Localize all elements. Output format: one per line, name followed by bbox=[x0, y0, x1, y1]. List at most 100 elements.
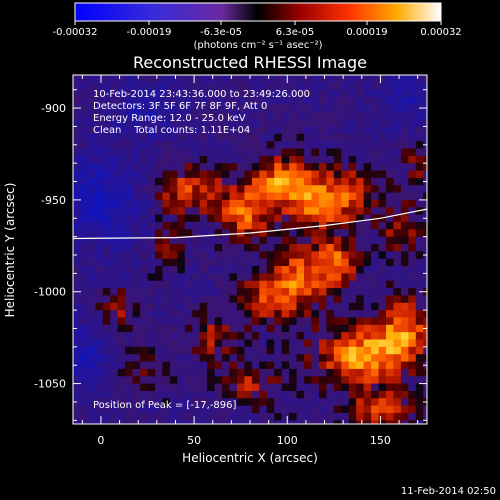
heatmap-cell bbox=[289, 412, 298, 421]
heatmap-cell bbox=[348, 339, 357, 348]
heatmap-cell bbox=[140, 339, 149, 348]
heatmap-cell bbox=[73, 302, 82, 311]
heatmap-cell bbox=[356, 75, 365, 83]
heatmap-cell bbox=[333, 310, 342, 319]
heatmap-cell bbox=[199, 376, 208, 385]
heatmap-cell bbox=[222, 163, 231, 172]
heatmap-cell bbox=[400, 97, 409, 105]
heatmap-cell bbox=[192, 317, 201, 326]
heatmap-cell bbox=[333, 207, 342, 216]
heatmap-cell bbox=[125, 339, 134, 348]
heatmap-cell bbox=[73, 324, 82, 333]
heatmap-cell bbox=[73, 295, 82, 304]
heatmap-cell bbox=[214, 119, 223, 128]
heatmap-cell bbox=[393, 346, 402, 355]
heatmap-cell bbox=[95, 288, 104, 297]
heatmap-cell bbox=[207, 288, 216, 297]
heatmap-cell bbox=[251, 141, 260, 150]
heatmap-cell bbox=[341, 133, 350, 142]
heatmap-cell bbox=[371, 89, 380, 98]
heatmap-cell bbox=[341, 97, 350, 105]
heatmap-cell bbox=[80, 119, 89, 128]
heatmap-cell bbox=[408, 155, 417, 164]
heatmap-cell bbox=[371, 339, 380, 348]
heatmap-cell bbox=[311, 75, 320, 83]
heatmap-cell bbox=[162, 192, 171, 201]
heatmap-cell bbox=[73, 354, 82, 363]
heatmap-cell bbox=[371, 302, 380, 311]
heatmap-cell bbox=[289, 324, 298, 333]
heatmap-cell bbox=[222, 405, 231, 414]
heatmap-cell bbox=[125, 273, 134, 282]
heatmap-cell bbox=[393, 376, 402, 385]
heatmap-cell bbox=[274, 111, 283, 120]
heatmap-cell bbox=[415, 199, 424, 208]
heatmap-cell bbox=[95, 258, 104, 267]
heatmap-cell bbox=[236, 376, 246, 385]
heatmap-cell bbox=[274, 412, 283, 421]
heatmap-cell bbox=[408, 324, 417, 333]
heatmap-cell bbox=[162, 390, 171, 399]
heatmap-cell bbox=[184, 251, 193, 260]
heatmap-cell bbox=[356, 376, 365, 385]
heatmap-cell bbox=[80, 361, 89, 370]
heatmap-cell bbox=[110, 324, 119, 333]
heatmap-cell bbox=[326, 280, 335, 289]
heatmap-cell bbox=[132, 390, 141, 399]
heatmap-cell bbox=[393, 111, 402, 120]
heatmap-cell bbox=[140, 420, 149, 424]
heatmap-cell bbox=[281, 141, 290, 150]
heatmap-cell bbox=[423, 133, 427, 142]
heatmap-cell bbox=[378, 405, 387, 414]
heatmap-cell bbox=[348, 390, 357, 399]
heatmap-cell bbox=[341, 339, 350, 348]
heatmap-cell bbox=[229, 368, 238, 377]
heatmap-cell bbox=[80, 266, 89, 274]
heatmap-cell bbox=[236, 361, 246, 370]
heatmap-cell bbox=[244, 266, 253, 274]
heatmap-cell bbox=[244, 170, 253, 179]
heatmap-cell bbox=[296, 185, 305, 194]
heatmap-cell bbox=[311, 97, 320, 105]
heatmap-cell bbox=[162, 354, 171, 363]
heatmap-cell bbox=[177, 229, 186, 238]
heatmap-cell bbox=[348, 332, 357, 341]
heatmap-cell bbox=[95, 104, 104, 113]
heatmap-cell bbox=[117, 111, 126, 120]
heatmap-cell bbox=[125, 111, 134, 120]
heatmap-cell bbox=[326, 288, 335, 297]
heatmap-cell bbox=[110, 207, 119, 216]
heatmap-cell bbox=[222, 398, 231, 407]
heatmap-cell bbox=[117, 339, 126, 348]
heatmap-cell bbox=[289, 288, 298, 297]
heatmap-cell bbox=[415, 302, 424, 311]
heatmap-cell bbox=[356, 266, 365, 274]
heatmap-cell bbox=[415, 258, 424, 267]
heatmap-cell bbox=[132, 310, 141, 319]
heatmap-cell bbox=[296, 346, 305, 355]
heatmap-cell bbox=[214, 97, 223, 105]
heatmap-cell bbox=[184, 104, 193, 113]
heatmap-cell bbox=[162, 420, 171, 424]
heatmap-cell bbox=[408, 104, 417, 113]
heatmap-cell bbox=[415, 155, 424, 164]
heatmap-cell bbox=[408, 214, 417, 223]
heatmap-cell bbox=[184, 376, 193, 385]
heatmap-cell bbox=[274, 126, 283, 135]
heatmap-cell bbox=[311, 310, 320, 319]
heatmap-cell bbox=[177, 119, 186, 128]
heatmap-cell bbox=[304, 126, 313, 135]
heatmap-cell bbox=[177, 185, 186, 194]
heatmap-cell bbox=[423, 192, 427, 201]
heatmap-cell bbox=[87, 111, 96, 120]
heatmap-cell bbox=[371, 251, 380, 260]
heatmap-cell bbox=[147, 376, 156, 385]
heatmap-cell bbox=[386, 148, 395, 157]
heatmap-cell bbox=[311, 420, 320, 424]
heatmap-cell bbox=[177, 295, 186, 304]
heatmap-cell bbox=[169, 163, 178, 172]
heatmap-cell bbox=[259, 288, 268, 297]
heatmap-cell bbox=[80, 82, 89, 91]
heatmap-cell bbox=[333, 119, 342, 128]
heatmap-cell bbox=[333, 221, 342, 230]
